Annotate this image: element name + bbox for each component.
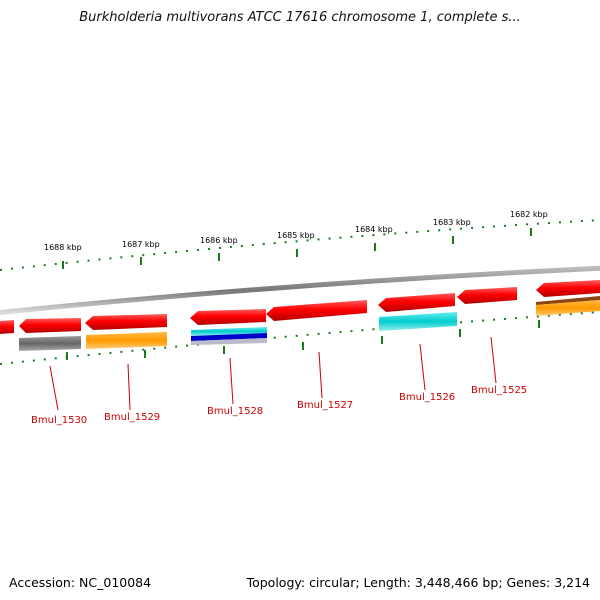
genes-label: Genes: [506,575,551,590]
gene-label[interactable]: Bmul_1526 [399,392,455,403]
length-label: Length: [363,575,411,590]
genes-value: 3,214 [554,575,590,590]
topology-value: circular [309,575,356,590]
genome-stats: Topology: circular; Length: 3,448,466 bp… [246,575,590,590]
cds-arrow[interactable] [0,320,14,334]
map-title: Burkholderia multivorans ATCC 17616 chro… [79,10,521,25]
leader-line [49,365,59,411]
kbp-labels: 1688 kbp 1687 kbp 1686 kbp 1685 kbp 1684… [44,210,548,252]
gene-labels: Bmul_1530 Bmul_1529 Bmul_1528 Bmul_1527 … [31,385,527,426]
gene-label[interactable]: Bmul_1525 [471,385,527,396]
cog-bar [86,332,167,349]
kbp-label: 1686 kbp [200,236,238,245]
length-value: 3,448,466 bp [414,575,499,590]
cds-arrow[interactable] [85,314,167,330]
accession-info: Accession: NC_010084 [9,575,151,590]
cog-bar [536,296,600,305]
leader-line [229,357,234,405]
inner-major-ticks [66,320,540,360]
cog-bar [536,300,600,316]
kbp-label: 1684 kbp [355,225,393,234]
gene-label[interactable]: Bmul_1530 [31,415,87,426]
outer-tick-track [0,219,600,271]
cds-arrow[interactable] [266,300,367,321]
gene-leader-lines [49,336,497,411]
cds-arrow[interactable] [19,318,81,333]
gene-label[interactable]: Bmul_1529 [104,412,160,423]
cds-arrow[interactable] [457,287,517,304]
cog-bars [19,296,600,351]
gene-label[interactable]: Bmul_1528 [207,406,263,417]
leader-line [419,343,426,391]
kbp-label: 1687 kbp [122,240,160,249]
backbone-arc [0,265,600,316]
kbp-label: 1688 kbp [44,243,82,252]
kbp-label: 1682 kbp [510,210,548,219]
accession-label: Accession: [9,575,76,590]
cds-arrow[interactable] [190,309,266,325]
topology-label: Topology: [246,575,306,590]
cds-arrow[interactable] [378,293,455,312]
cds-arrow[interactable] [536,280,600,297]
cog-bar [19,336,81,351]
kbp-label: 1683 kbp [433,218,471,227]
inner-tick-track [0,311,600,365]
cog-bar [191,338,267,345]
gene-label[interactable]: Bmul_1527 [297,400,353,411]
leader-line [127,363,131,411]
accession-value: NC_010084 [79,575,152,590]
leader-line [318,351,323,399]
leader-line [490,336,497,384]
cds-features [0,280,600,334]
cog-bar [379,312,457,331]
kbp-label: 1685 kbp [277,231,315,240]
cog-bar [191,333,267,341]
major-ticks [62,228,532,269]
